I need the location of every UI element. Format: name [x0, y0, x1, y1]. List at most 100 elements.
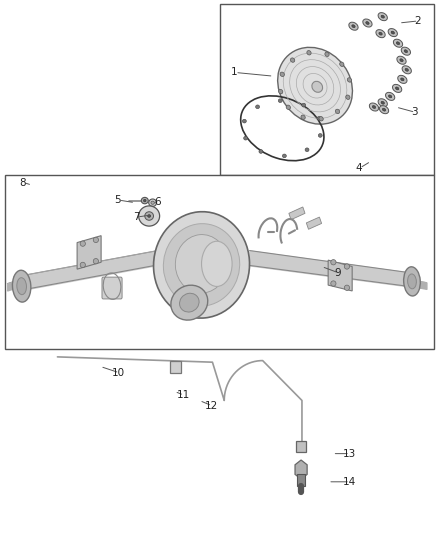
Ellipse shape: [391, 31, 395, 34]
Ellipse shape: [402, 66, 411, 74]
Ellipse shape: [344, 285, 350, 290]
Bar: [5, 174, 434, 349]
Ellipse shape: [392, 84, 402, 92]
Ellipse shape: [372, 106, 376, 108]
Ellipse shape: [283, 154, 286, 158]
Ellipse shape: [381, 101, 385, 104]
Ellipse shape: [286, 105, 290, 109]
Ellipse shape: [378, 99, 387, 107]
Ellipse shape: [381, 15, 385, 18]
Ellipse shape: [302, 103, 306, 107]
Ellipse shape: [17, 278, 26, 295]
Ellipse shape: [396, 42, 400, 45]
Ellipse shape: [80, 262, 85, 268]
Ellipse shape: [201, 241, 232, 286]
Text: 3: 3: [411, 107, 418, 117]
Bar: [220, 4, 434, 174]
Ellipse shape: [163, 224, 240, 306]
Ellipse shape: [242, 119, 246, 123]
Ellipse shape: [144, 199, 146, 202]
Ellipse shape: [149, 199, 156, 206]
Ellipse shape: [331, 281, 336, 286]
Ellipse shape: [397, 56, 406, 64]
Ellipse shape: [336, 109, 339, 114]
Ellipse shape: [175, 235, 228, 293]
Ellipse shape: [244, 136, 247, 140]
Bar: [170, 361, 180, 373]
Ellipse shape: [396, 87, 399, 90]
Ellipse shape: [141, 197, 148, 204]
Ellipse shape: [393, 39, 403, 47]
Ellipse shape: [301, 115, 305, 119]
Ellipse shape: [405, 68, 408, 71]
Ellipse shape: [305, 148, 309, 151]
Polygon shape: [77, 236, 101, 269]
Polygon shape: [289, 207, 305, 220]
Ellipse shape: [312, 82, 322, 92]
Ellipse shape: [307, 51, 311, 55]
Polygon shape: [328, 260, 352, 291]
Ellipse shape: [352, 25, 355, 28]
Ellipse shape: [379, 106, 389, 114]
Text: 9: 9: [335, 268, 341, 278]
Ellipse shape: [256, 105, 260, 109]
FancyBboxPatch shape: [102, 277, 122, 299]
Ellipse shape: [331, 260, 336, 265]
Ellipse shape: [347, 78, 352, 82]
Ellipse shape: [151, 201, 154, 204]
Text: 4: 4: [355, 163, 362, 173]
Ellipse shape: [318, 134, 322, 138]
Ellipse shape: [93, 237, 99, 243]
Ellipse shape: [279, 90, 283, 94]
Ellipse shape: [80, 241, 85, 246]
Ellipse shape: [317, 117, 321, 120]
Bar: [297, 474, 305, 486]
Text: 1: 1: [231, 68, 237, 77]
Ellipse shape: [12, 270, 31, 302]
Ellipse shape: [408, 274, 417, 289]
Text: 6: 6: [155, 197, 161, 207]
Ellipse shape: [93, 259, 99, 264]
Polygon shape: [295, 460, 307, 479]
Polygon shape: [306, 217, 321, 229]
Ellipse shape: [389, 95, 392, 98]
Ellipse shape: [382, 108, 386, 111]
Ellipse shape: [325, 52, 329, 56]
Ellipse shape: [401, 47, 410, 55]
Ellipse shape: [278, 47, 353, 124]
Ellipse shape: [346, 95, 350, 99]
Ellipse shape: [398, 75, 407, 83]
Ellipse shape: [280, 72, 284, 77]
Bar: [296, 441, 306, 451]
Ellipse shape: [319, 117, 323, 121]
Ellipse shape: [278, 99, 282, 102]
Ellipse shape: [180, 293, 199, 312]
Ellipse shape: [148, 215, 151, 217]
Ellipse shape: [366, 21, 369, 25]
Text: 7: 7: [133, 212, 139, 222]
Ellipse shape: [171, 285, 208, 320]
Ellipse shape: [154, 212, 250, 318]
Text: 10: 10: [112, 368, 125, 378]
Text: 2: 2: [414, 16, 421, 26]
Ellipse shape: [340, 62, 344, 67]
Ellipse shape: [259, 150, 263, 154]
Ellipse shape: [139, 206, 159, 226]
Ellipse shape: [349, 22, 358, 30]
Ellipse shape: [400, 59, 403, 62]
Ellipse shape: [369, 103, 378, 111]
Text: 8: 8: [19, 177, 26, 188]
Ellipse shape: [344, 264, 350, 269]
Ellipse shape: [404, 267, 420, 296]
Text: 13: 13: [343, 449, 356, 458]
Ellipse shape: [404, 50, 407, 53]
Ellipse shape: [145, 212, 153, 220]
Ellipse shape: [363, 19, 372, 27]
Ellipse shape: [388, 29, 397, 37]
Ellipse shape: [401, 78, 404, 81]
Ellipse shape: [376, 30, 385, 38]
Text: 12: 12: [205, 401, 218, 411]
Ellipse shape: [385, 92, 395, 100]
Text: 14: 14: [343, 477, 356, 487]
Ellipse shape: [290, 58, 295, 62]
